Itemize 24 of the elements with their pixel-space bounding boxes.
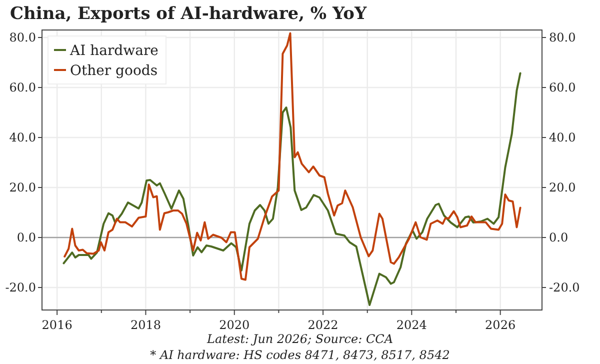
legend-label: AI hardware: [69, 43, 158, 59]
x-tick-label: 2026: [485, 318, 516, 332]
text: Latest: Jun 2026; Source: CCA: [206, 332, 394, 346]
y-tick-label: 60.0: [9, 80, 36, 94]
x-tick-label: 2016: [42, 318, 72, 332]
legend-label: Other goods: [70, 63, 158, 79]
x-tick-label: 2024: [396, 318, 428, 332]
y2-tick-label: -20.0: [549, 280, 580, 294]
y-tick-label: -20.0: [5, 280, 36, 294]
y-tick-label: 20.0: [9, 180, 36, 194]
chart-title: China, Exports of AI-hardware, % YoY: [10, 4, 368, 24]
y2-tick-label: 60.0: [549, 80, 576, 94]
y2-tick-label: 0.0: [549, 230, 568, 244]
y2-tick-label: 80.0: [549, 30, 576, 44]
x-tick-label: 2022: [308, 318, 338, 332]
text: * AI hardware: HS codes 8471, 8473, 8517, 8542: [150, 348, 450, 362]
y-tick-label: 80.0: [9, 30, 36, 44]
y2-tick-label: 20.0: [549, 180, 576, 194]
x-tick-label: 2018: [130, 318, 161, 332]
y-tick-label: 40.0: [9, 130, 36, 144]
y2-tick-label: 40.0: [549, 130, 576, 144]
line-series: [64, 32, 522, 281]
y-tick-label: 0.0: [16, 230, 36, 244]
x-tick-label: 2020: [219, 318, 250, 332]
